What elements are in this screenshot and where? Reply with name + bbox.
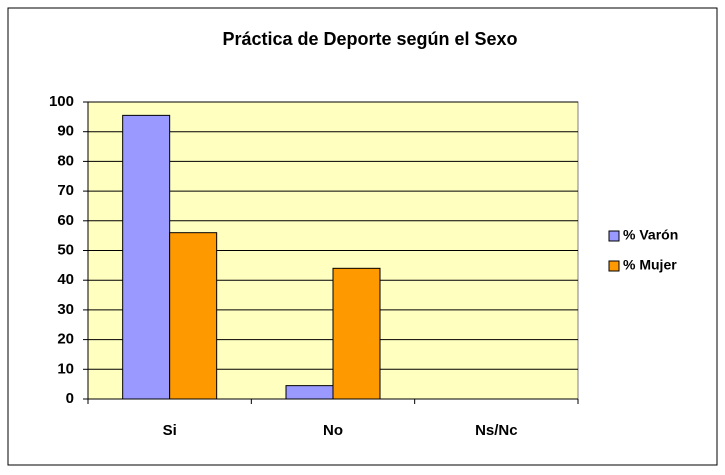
legend-label: % Varón [623, 227, 678, 243]
y-tick-label: 50 [57, 241, 74, 258]
y-tick-label: 20 [57, 331, 74, 348]
x-tick-label: Si [163, 422, 177, 439]
y-tick-label: 100 [49, 93, 74, 110]
y-tick-label: 80 [57, 152, 74, 169]
y-tick-label: 30 [57, 301, 74, 318]
bar [169, 232, 218, 400]
legend-label: % Mujer [623, 257, 677, 273]
chart-title: Práctica de Deporte según el Sexo [222, 29, 517, 49]
legend-swatch [608, 260, 620, 272]
y-tick-label: 0 [66, 390, 74, 407]
y-tick-label: 70 [57, 182, 74, 199]
y-tick-label: 60 [57, 212, 74, 229]
bar [332, 267, 381, 400]
bar [285, 385, 334, 400]
x-tick-label: No [323, 422, 343, 439]
y-tick-label: 10 [57, 360, 74, 377]
y-tick-label: 40 [57, 271, 74, 288]
bar [122, 114, 171, 400]
legend-swatch [608, 230, 620, 242]
x-tick-label: Ns/Nc [475, 422, 518, 439]
y-tick-label: 90 [57, 123, 74, 140]
